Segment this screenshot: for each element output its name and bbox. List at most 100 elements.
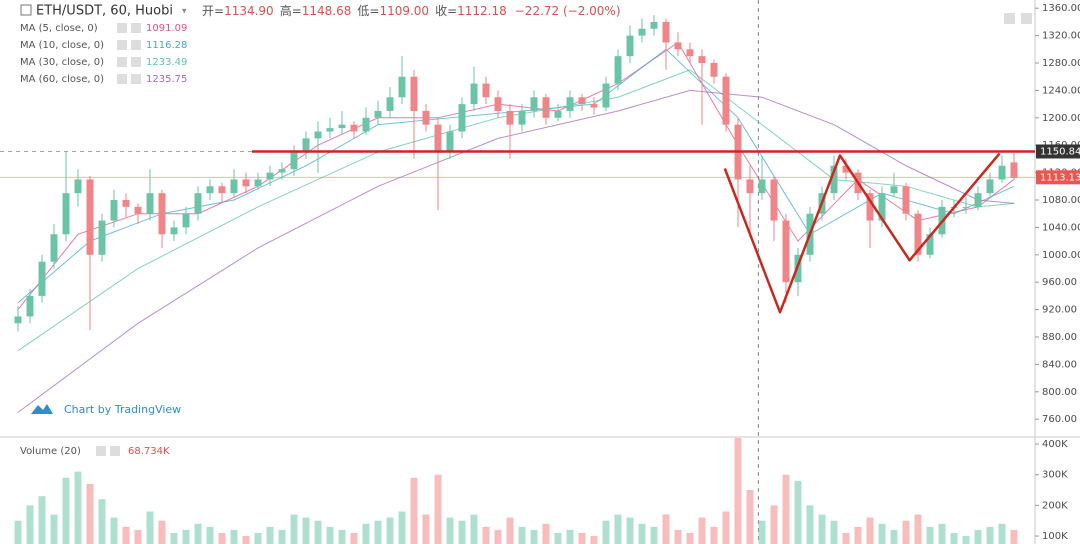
settings-icon[interactable]	[117, 40, 127, 50]
candle-body	[842, 165, 850, 173]
hide-icon[interactable]	[110, 446, 120, 456]
candle-body	[62, 193, 70, 235]
volume-legend-value: 68.734K	[128, 446, 170, 457]
candle-body	[26, 295, 34, 317]
candle-body	[206, 186, 214, 194]
volume-tick-label: 200K	[1042, 500, 1068, 511]
y-tick-label: 840.00	[1042, 359, 1077, 370]
volume-bar	[494, 529, 502, 544]
candle-body	[986, 179, 994, 194]
ma-legend-value: 1091.09	[146, 23, 187, 34]
candle-body	[998, 165, 1006, 180]
y-tick-label: 920.00	[1042, 305, 1077, 316]
volume-bar	[794, 480, 802, 544]
volume-bar	[698, 517, 706, 544]
candle-body	[98, 220, 106, 255]
ma-legend-name: MA (10, close, 0)	[20, 40, 104, 51]
y-tick-label: 1200.00	[1042, 113, 1080, 124]
candle-body	[566, 97, 574, 111]
y-tick-label: 1240.00	[1042, 85, 1080, 96]
maximize-button[interactable]	[1021, 13, 1032, 24]
candle-body	[554, 110, 562, 118]
candle-body	[494, 97, 502, 111]
pause-button[interactable]	[1004, 13, 1015, 24]
candle-body	[626, 35, 634, 57]
settings-icon[interactable]	[117, 57, 127, 67]
volume-bar	[134, 529, 142, 544]
candle-body	[518, 110, 526, 125]
candle-body	[230, 179, 238, 194]
candle-body	[362, 117, 370, 132]
volume-bar	[278, 529, 286, 544]
candle-body	[254, 179, 262, 187]
volume-bar	[590, 536, 598, 544]
ohlc-value: 1134.90	[224, 4, 274, 18]
volume-bar	[182, 529, 190, 544]
volume-bar	[830, 520, 838, 544]
y-tick-label: 800.00	[1042, 387, 1077, 398]
hide-icon[interactable]	[131, 74, 141, 84]
settings-icon[interactable]	[117, 74, 127, 84]
candle-body	[506, 110, 514, 125]
volume-bar	[206, 526, 214, 544]
candle-body	[434, 124, 442, 153]
volume-bar	[974, 529, 982, 544]
volume-bar	[482, 526, 490, 544]
volume-bar	[398, 511, 406, 544]
volume-bar	[662, 514, 670, 544]
candle-body	[662, 21, 670, 43]
volume-bar	[434, 474, 442, 544]
volume-bar	[230, 529, 238, 544]
legend: MA (5, close, 0) 1091.09 MA (10, close, 0)…	[20, 23, 187, 457]
candle-body	[86, 179, 94, 255]
settings-icon[interactable]	[117, 23, 127, 33]
candle-body	[866, 193, 874, 221]
price-tag-label: 1113.13	[1040, 172, 1080, 183]
volume-bar	[638, 523, 646, 544]
candle-body	[590, 104, 598, 108]
candle-body	[746, 179, 754, 194]
volume-legend-name: Volume (20)	[20, 446, 81, 457]
candle-body	[470, 83, 478, 105]
volume-bar	[530, 529, 538, 544]
y-tick-label: 1000.00	[1042, 250, 1080, 261]
candle-body	[602, 83, 610, 108]
candle-body	[38, 261, 46, 296]
volume-bar	[938, 523, 946, 544]
volume-bar	[338, 529, 346, 544]
candle-body	[122, 200, 130, 207]
volume-tick-label: 100K	[1042, 531, 1068, 542]
candle-body	[134, 206, 142, 214]
candle-body	[758, 179, 766, 194]
candle-body	[278, 169, 286, 173]
ohlc-label: 低=	[357, 4, 379, 18]
volume-bar	[158, 520, 166, 544]
volume-bar	[326, 526, 334, 544]
price-tag-label: 1150.84	[1040, 146, 1080, 157]
hide-icon[interactable]	[131, 57, 141, 67]
ma-line	[17, 69, 1015, 352]
volume-bar	[62, 477, 70, 544]
candle-body	[698, 56, 706, 64]
volume-bar	[410, 477, 418, 544]
volume-bar	[518, 526, 526, 544]
volume-bar	[734, 437, 742, 544]
collapse-icon[interactable]	[20, 4, 32, 16]
volume-bar	[614, 514, 622, 544]
ohlc-line: 开=1134.90 高=1148.68 低=1109.00 收=1112.18 −22.…	[202, 3, 621, 18]
volume-bar	[1010, 529, 1018, 544]
volume-bar	[146, 511, 154, 544]
candle-body	[1010, 162, 1018, 178]
ma-line	[17, 41, 1015, 310]
candle-body	[242, 179, 250, 187]
volume-bar	[566, 529, 574, 544]
hide-icon[interactable]	[131, 23, 141, 33]
candle-body	[974, 193, 982, 207]
tv-logo	[31, 404, 53, 414]
settings-icon[interactable]	[96, 446, 106, 456]
candle-body	[638, 28, 646, 36]
dropdown-icon[interactable]: ▾	[182, 7, 187, 17]
hide-icon[interactable]	[131, 40, 141, 50]
candle-body	[290, 152, 298, 170]
